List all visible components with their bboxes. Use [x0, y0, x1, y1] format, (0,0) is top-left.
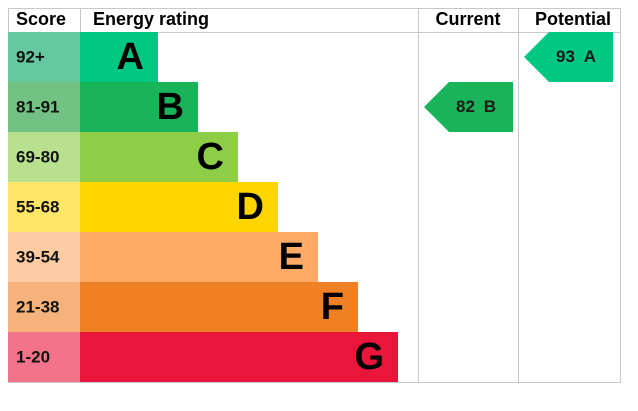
potential-letter: A [584, 47, 596, 66]
rating-bar [80, 32, 158, 82]
current-letter: B [484, 97, 496, 116]
score-range: 55-68 [16, 197, 59, 216]
rating-bar [80, 232, 318, 282]
rating-bar [80, 332, 398, 382]
rating-bar [80, 132, 238, 182]
score-cell [8, 282, 80, 332]
potential-label: 93 A [556, 47, 596, 66]
score-cell [8, 182, 80, 232]
header-rating: Energy rating [93, 9, 209, 29]
current-value: 82 [456, 97, 475, 116]
header-score: Score [16, 9, 66, 29]
score-range: 21-38 [16, 297, 59, 316]
score-range: 39-54 [16, 247, 60, 266]
score-cell [8, 132, 80, 182]
header-current: Current [435, 9, 500, 29]
score-cell [8, 82, 80, 132]
band-letter: A [117, 36, 144, 78]
score-range: 1-20 [16, 347, 50, 366]
potential-arrow [524, 32, 613, 82]
band-letter: D [237, 186, 264, 228]
band-letter: C [197, 136, 224, 178]
rating-bar [80, 182, 278, 232]
band-letter: F [321, 286, 344, 328]
rating-bar [80, 82, 198, 132]
score-range: 81-91 [16, 97, 59, 116]
current-arrow [424, 82, 513, 132]
score-cell [8, 332, 80, 382]
score-range: 92+ [16, 47, 45, 66]
score-range: 69-80 [16, 147, 59, 166]
score-cell [8, 232, 80, 282]
potential-value: 93 [556, 47, 575, 66]
current-label: 82 B [456, 97, 496, 116]
band-letter: B [157, 86, 184, 128]
score-cell [8, 32, 80, 82]
header-potential: Potential [535, 9, 611, 29]
rating-bar [80, 282, 358, 332]
band-letter: E [279, 236, 304, 278]
band-letter: G [354, 336, 384, 378]
